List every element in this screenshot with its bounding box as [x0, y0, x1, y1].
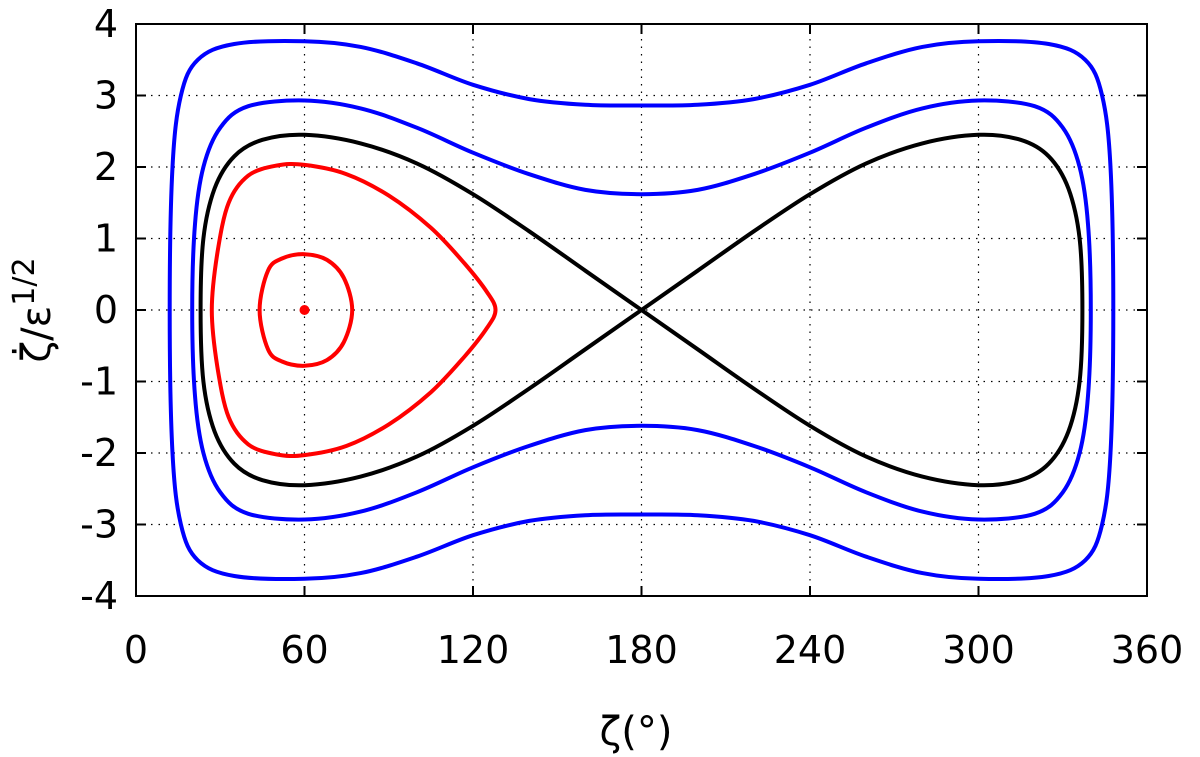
y-tick-label: 3 — [94, 74, 118, 118]
curves — [167, 38, 1116, 582]
x-tick-label: 120 — [437, 628, 510, 672]
phase-curve-3 — [198, 132, 1085, 488]
y-tick-label: -1 — [80, 360, 118, 404]
fixed-point-marker — [299, 305, 310, 315]
x-axis-label: ζ(°) — [600, 709, 673, 755]
y-tick-label: -4 — [80, 574, 118, 618]
ticks: 0 60 120 180 240 300 360 -4 -3 -2 -1 0 1 2 3 4 — [80, 2, 1183, 672]
y-tick-label: -2 — [80, 431, 118, 475]
x-tick-label: 300 — [942, 628, 1015, 672]
x-tick-label: 360 — [1111, 628, 1184, 672]
y-tick-label: 0 — [94, 288, 118, 332]
plot-frame — [135, 23, 1148, 597]
x-tick-label: 240 — [774, 628, 847, 672]
x-tick-label: 180 — [605, 628, 678, 672]
phase-curve-4 — [190, 98, 1093, 522]
x-tick-label: 0 — [124, 628, 148, 672]
y-axis-label-superscript: 1/2 — [7, 257, 42, 305]
phase-curve-1 — [257, 252, 355, 368]
phase-curve-2 — [209, 161, 498, 459]
y-axis-label-base: ζ̇ — [11, 341, 60, 363]
y-tick-label: 2 — [94, 145, 118, 189]
y-tick-label: 4 — [94, 2, 118, 46]
y-tick-label: 1 — [94, 217, 118, 261]
x-tick-label: 60 — [280, 628, 328, 672]
y-axis-label: ζ̇/ε1/2 — [7, 257, 60, 362]
y-tick-label: -3 — [80, 503, 118, 547]
phase-curve-5 — [167, 38, 1116, 582]
y-axis-label-slash: /ε — [14, 306, 60, 341]
